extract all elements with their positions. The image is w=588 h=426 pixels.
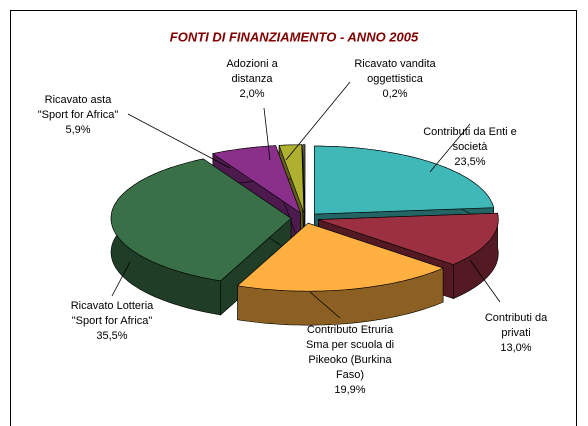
leader-line [127, 113, 231, 169]
value-label: 23,5% [454, 156, 485, 168]
value-label: 5,9% [65, 124, 90, 136]
leader-line [285, 81, 351, 161]
slice-label: Ricavato asta [45, 94, 113, 106]
slice-label: Faso) [336, 369, 364, 381]
slice-label: Contributo Etruria [307, 324, 394, 336]
slice-label: "Sport for Africa" [72, 315, 153, 327]
slice [318, 212, 499, 265]
slice [302, 144, 306, 213]
value-label: 35,5% [96, 330, 127, 342]
slice [278, 144, 305, 213]
slice-label: Sma per scuola di [306, 339, 394, 351]
slice [212, 145, 302, 214]
slice-shade [237, 268, 444, 326]
leader-line [111, 261, 131, 297]
leader-line [309, 291, 341, 319]
slice [236, 222, 444, 292]
slice-label: "Sport for Africa" [38, 109, 119, 121]
slice-label: privati [501, 327, 530, 339]
slice-shade [453, 213, 499, 299]
slice-label: oggettistica [367, 73, 424, 85]
slice [314, 145, 494, 215]
slice-label: Contributi da Enti e [423, 126, 517, 138]
slice-label: Pikeoko (Burkina [308, 354, 392, 366]
value-label: 2,0% [239, 88, 264, 100]
leader-line [429, 123, 471, 173]
slice-label: società [453, 141, 489, 153]
chart-title: FONTI DI FINANZIAMENTO - ANNO 2005 [170, 29, 419, 44]
value-label: 13,0% [500, 342, 531, 354]
slice-label: Ricavato vandita [354, 58, 436, 70]
leader-line [263, 107, 271, 161]
slice-label: Ricavato Lotteria [71, 300, 154, 312]
slice-label: Adozioni a [226, 58, 278, 70]
slice-label: distanza [232, 73, 274, 85]
leader-line [469, 259, 501, 303]
value-label: 0,2% [382, 88, 407, 100]
slice-label: Contributi da [485, 312, 548, 324]
slice [110, 158, 292, 282]
value-label: 19,9% [334, 384, 365, 396]
